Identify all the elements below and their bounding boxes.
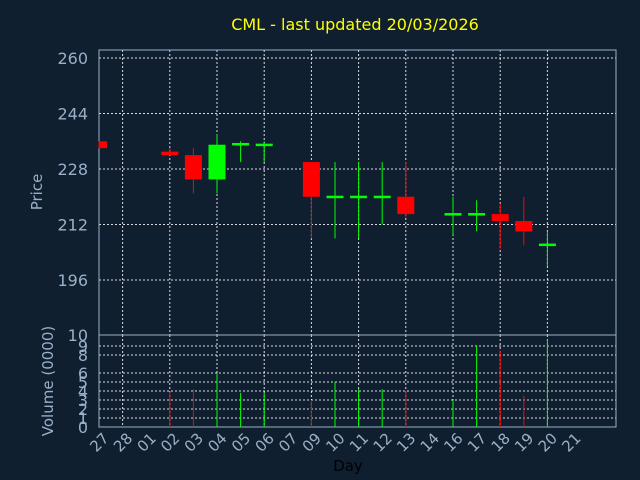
candles bbox=[98, 134, 556, 267]
candle-body bbox=[491, 214, 509, 222]
volume-tick-label: 5 bbox=[78, 373, 88, 392]
candle-body bbox=[468, 213, 486, 216]
price-axis-label: Price bbox=[28, 174, 46, 211]
volume-tick-label: 8 bbox=[78, 346, 88, 365]
candle-body bbox=[208, 144, 226, 180]
candle-body bbox=[444, 213, 462, 216]
volume-tick-label: 9 bbox=[78, 337, 88, 356]
volume-axis-label: Volume (0000) bbox=[39, 326, 57, 436]
volume-bars bbox=[169, 339, 548, 427]
candle-body bbox=[397, 196, 415, 215]
day-tick-label: 01 bbox=[134, 429, 160, 455]
day-tick-label: 06 bbox=[252, 429, 278, 455]
day-tick-label: 14 bbox=[417, 429, 443, 455]
volume-tick-label: 6 bbox=[78, 364, 88, 383]
volume-plot-frame bbox=[98, 334, 617, 428]
day-tick-label: 09 bbox=[299, 429, 325, 455]
candle-body bbox=[515, 221, 533, 232]
day-tick-label: 04 bbox=[204, 429, 230, 455]
day-tick-label: 13 bbox=[393, 429, 419, 455]
day-tick-label: 16 bbox=[440, 429, 466, 455]
candle-body bbox=[302, 162, 320, 197]
chart-title: CML - last updated 20/03/2026 bbox=[231, 15, 479, 34]
day-tick-label: 05 bbox=[228, 429, 254, 455]
day-tick-label: 21 bbox=[558, 429, 584, 455]
price-tick-label: 10 bbox=[68, 326, 88, 345]
price-tick-label: 212 bbox=[57, 216, 88, 235]
day-tick-label: 19 bbox=[511, 429, 537, 455]
volume-tick-label: 4 bbox=[78, 382, 88, 401]
candle-body bbox=[326, 195, 344, 199]
price-tick-label: 244 bbox=[57, 105, 88, 124]
volume-tick-label: 1 bbox=[78, 409, 88, 428]
price-plot-frame bbox=[98, 49, 617, 336]
day-tick-label: 02 bbox=[157, 429, 183, 455]
candle-body bbox=[99, 141, 107, 149]
candle-body bbox=[232, 142, 250, 146]
day-tick-label: 10 bbox=[322, 429, 348, 455]
day-axis: 2728010203040506070910111213141617181920… bbox=[86, 429, 584, 455]
price-tick-label: 196 bbox=[57, 271, 88, 290]
day-tick-label: 12 bbox=[370, 429, 396, 455]
candle-body bbox=[161, 151, 179, 156]
price-tick-label: 260 bbox=[57, 49, 88, 68]
volume-tick-label: 2 bbox=[78, 400, 88, 419]
day-tick-label: 28 bbox=[110, 429, 136, 455]
price-axis: 260 244 228 212 196 10 bbox=[57, 49, 88, 345]
day-tick-label: 07 bbox=[275, 429, 301, 455]
candle-body bbox=[373, 195, 391, 199]
day-tick-label: 27 bbox=[86, 429, 112, 455]
volume-tick-label: 0 bbox=[78, 418, 88, 437]
day-tick-label: 17 bbox=[464, 429, 490, 455]
candle-body bbox=[350, 195, 368, 199]
candle-body bbox=[255, 143, 273, 147]
day-tick-label: 11 bbox=[346, 429, 372, 455]
volume-tick-label: 3 bbox=[78, 391, 88, 410]
day-tick-label: 03 bbox=[181, 429, 207, 455]
candle-body bbox=[184, 155, 202, 180]
price-tick-label: 228 bbox=[57, 160, 88, 179]
day-tick-label: 20 bbox=[535, 429, 561, 455]
candle-body bbox=[538, 243, 556, 247]
day-tick-label: 18 bbox=[488, 429, 514, 455]
price-grid bbox=[99, 50, 616, 335]
day-axis-label: Day bbox=[333, 457, 363, 475]
volume-grid bbox=[99, 335, 616, 427]
